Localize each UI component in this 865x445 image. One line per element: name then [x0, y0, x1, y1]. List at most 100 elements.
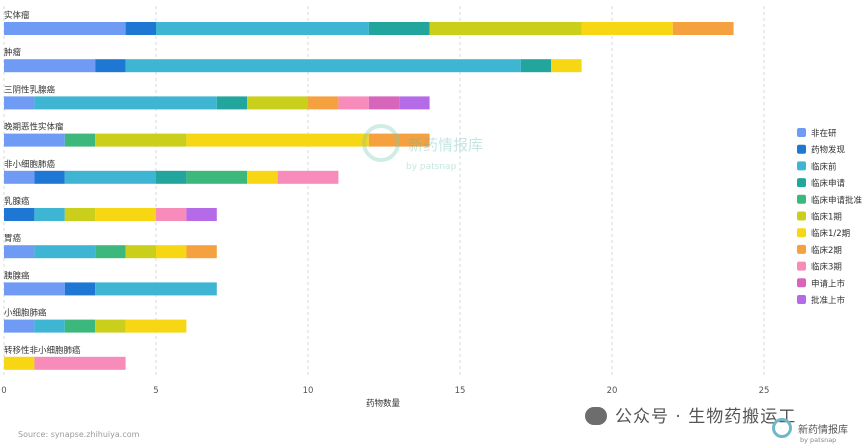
bar-segment	[125, 59, 521, 73]
legend-label: 非在研	[811, 128, 837, 139]
bar-segment	[156, 208, 187, 221]
category-label: 胃癌	[4, 233, 22, 244]
legend: 非在研药物发现临床前临床申请临床申请批准临床1期临床1/2期临床2期临床3期申请…	[797, 128, 863, 306]
wechat-icon	[585, 407, 607, 425]
corner-logo-ring-icon	[772, 418, 792, 438]
legend-swatch	[797, 295, 806, 304]
bar-segment	[4, 22, 126, 35]
bar-segment	[125, 319, 187, 333]
category-label: 胰腺癌	[4, 270, 30, 281]
legend-swatch	[797, 278, 806, 288]
category-label: 转移性非小细胞肺癌	[4, 345, 81, 356]
legend-label: 临床申请批准	[811, 195, 863, 206]
bar-segment	[125, 22, 156, 35]
category-labels: 实体瘤肿瘤三阴性乳腺癌晚期恶性实体瘤非小细胞肺癌乳腺癌胃癌胰腺癌小细胞肺癌转移性…	[4, 10, 81, 356]
legend-label: 临床1期	[811, 212, 842, 223]
category-label: 晚期恶性实体瘤	[4, 122, 64, 133]
bar-segment	[308, 96, 339, 110]
bars	[4, 22, 734, 370]
bar-segment	[4, 208, 35, 221]
bar-segment	[95, 319, 126, 333]
bar-segment	[95, 282, 217, 296]
bar-segment	[64, 208, 96, 221]
bar-segment	[95, 59, 126, 73]
wechat-watermark-text: 公众号 · 生物药搬运工	[615, 407, 797, 427]
bar-segment	[95, 245, 126, 259]
legend-swatch	[797, 261, 806, 271]
bar-segment	[186, 170, 248, 184]
legend-swatch	[797, 128, 806, 137]
bar-segment	[64, 282, 96, 296]
bar-segment	[156, 22, 369, 35]
legend-label: 临床2期	[811, 245, 842, 256]
bar-segment	[95, 208, 156, 221]
center-watermark-logo: 新药情报库 by patsnap	[362, 124, 483, 172]
corner-logo-name: 新药情报库	[798, 425, 848, 436]
bar-segment	[4, 133, 65, 147]
bar-segment	[64, 170, 156, 184]
legend-label: 临床1/2期	[811, 228, 850, 239]
x-tick-labels: 0 5 10 15 20 25	[1, 386, 769, 396]
bar-segment	[277, 170, 339, 184]
center-logo-name: 新药情报库	[408, 136, 484, 154]
bar-segment	[4, 59, 96, 73]
bar-segment	[125, 245, 156, 259]
legend-label: 临床3期	[811, 262, 842, 273]
bar-segment	[368, 22, 430, 35]
corner-logo: 新药情报库 by patsnap	[772, 418, 848, 444]
bar-segment	[34, 96, 217, 110]
bar-segment	[34, 208, 65, 221]
bar-segment	[156, 245, 187, 259]
bar-segment	[216, 96, 248, 110]
category-label: 乳腺癌	[4, 196, 30, 207]
legend-swatch	[797, 178, 806, 188]
x-tick-10: 10	[303, 386, 314, 396]
legend-swatch	[797, 144, 806, 154]
x-tick-15: 15	[455, 386, 466, 396]
bar-segment	[672, 22, 734, 35]
legend-swatch	[797, 194, 806, 204]
bar-segment	[4, 245, 35, 259]
legend-swatch	[797, 211, 806, 221]
source-note: Source: synapse.zhihuiya.com	[18, 430, 140, 439]
x-tick-20: 20	[607, 386, 618, 396]
category-label: 实体瘤	[4, 10, 30, 21]
x-tick-5: 5	[153, 386, 158, 396]
bar-segment	[4, 170, 35, 184]
bar-segment	[186, 208, 217, 221]
bar-segment	[64, 319, 96, 333]
x-tick-0: 0	[1, 386, 6, 396]
bar-segment	[186, 245, 217, 259]
bar-segment	[34, 356, 126, 370]
category-label: 三阴性乳腺癌	[4, 84, 56, 95]
bar-segment	[4, 282, 65, 296]
legend-swatch	[797, 161, 806, 171]
x-axis-title: 药物数量	[366, 398, 401, 409]
bar-segment	[95, 133, 187, 147]
bar-segment	[551, 59, 582, 73]
bar-segment	[4, 319, 35, 333]
legend-label: 临床申请	[811, 178, 846, 189]
category-label: 非小细胞肺癌	[4, 159, 56, 170]
wechat-watermark: 公众号 · 生物药搬运工	[585, 402, 796, 427]
bar-segment	[581, 22, 673, 35]
legend-label: 批准上市	[811, 295, 846, 306]
corner-logo-sub: by patsnap	[800, 436, 837, 444]
bar-segment	[4, 356, 35, 370]
center-logo-sub: by patsnap	[406, 162, 457, 172]
bar-segment	[34, 319, 65, 333]
bar-segment	[368, 96, 400, 110]
legend-label: 申请上市	[811, 278, 846, 289]
bar-segment	[34, 170, 65, 184]
bar-segment	[34, 245, 96, 259]
legend-swatch	[797, 244, 806, 254]
bar-segment	[247, 96, 308, 110]
bar-segment	[338, 96, 369, 110]
bar-segment	[247, 170, 278, 184]
legend-label: 临床前	[811, 161, 837, 172]
bar-segment	[4, 96, 35, 110]
bar-segment	[520, 59, 552, 73]
legend-label: 药物发现	[811, 145, 846, 156]
x-tick-25: 25	[759, 386, 770, 396]
